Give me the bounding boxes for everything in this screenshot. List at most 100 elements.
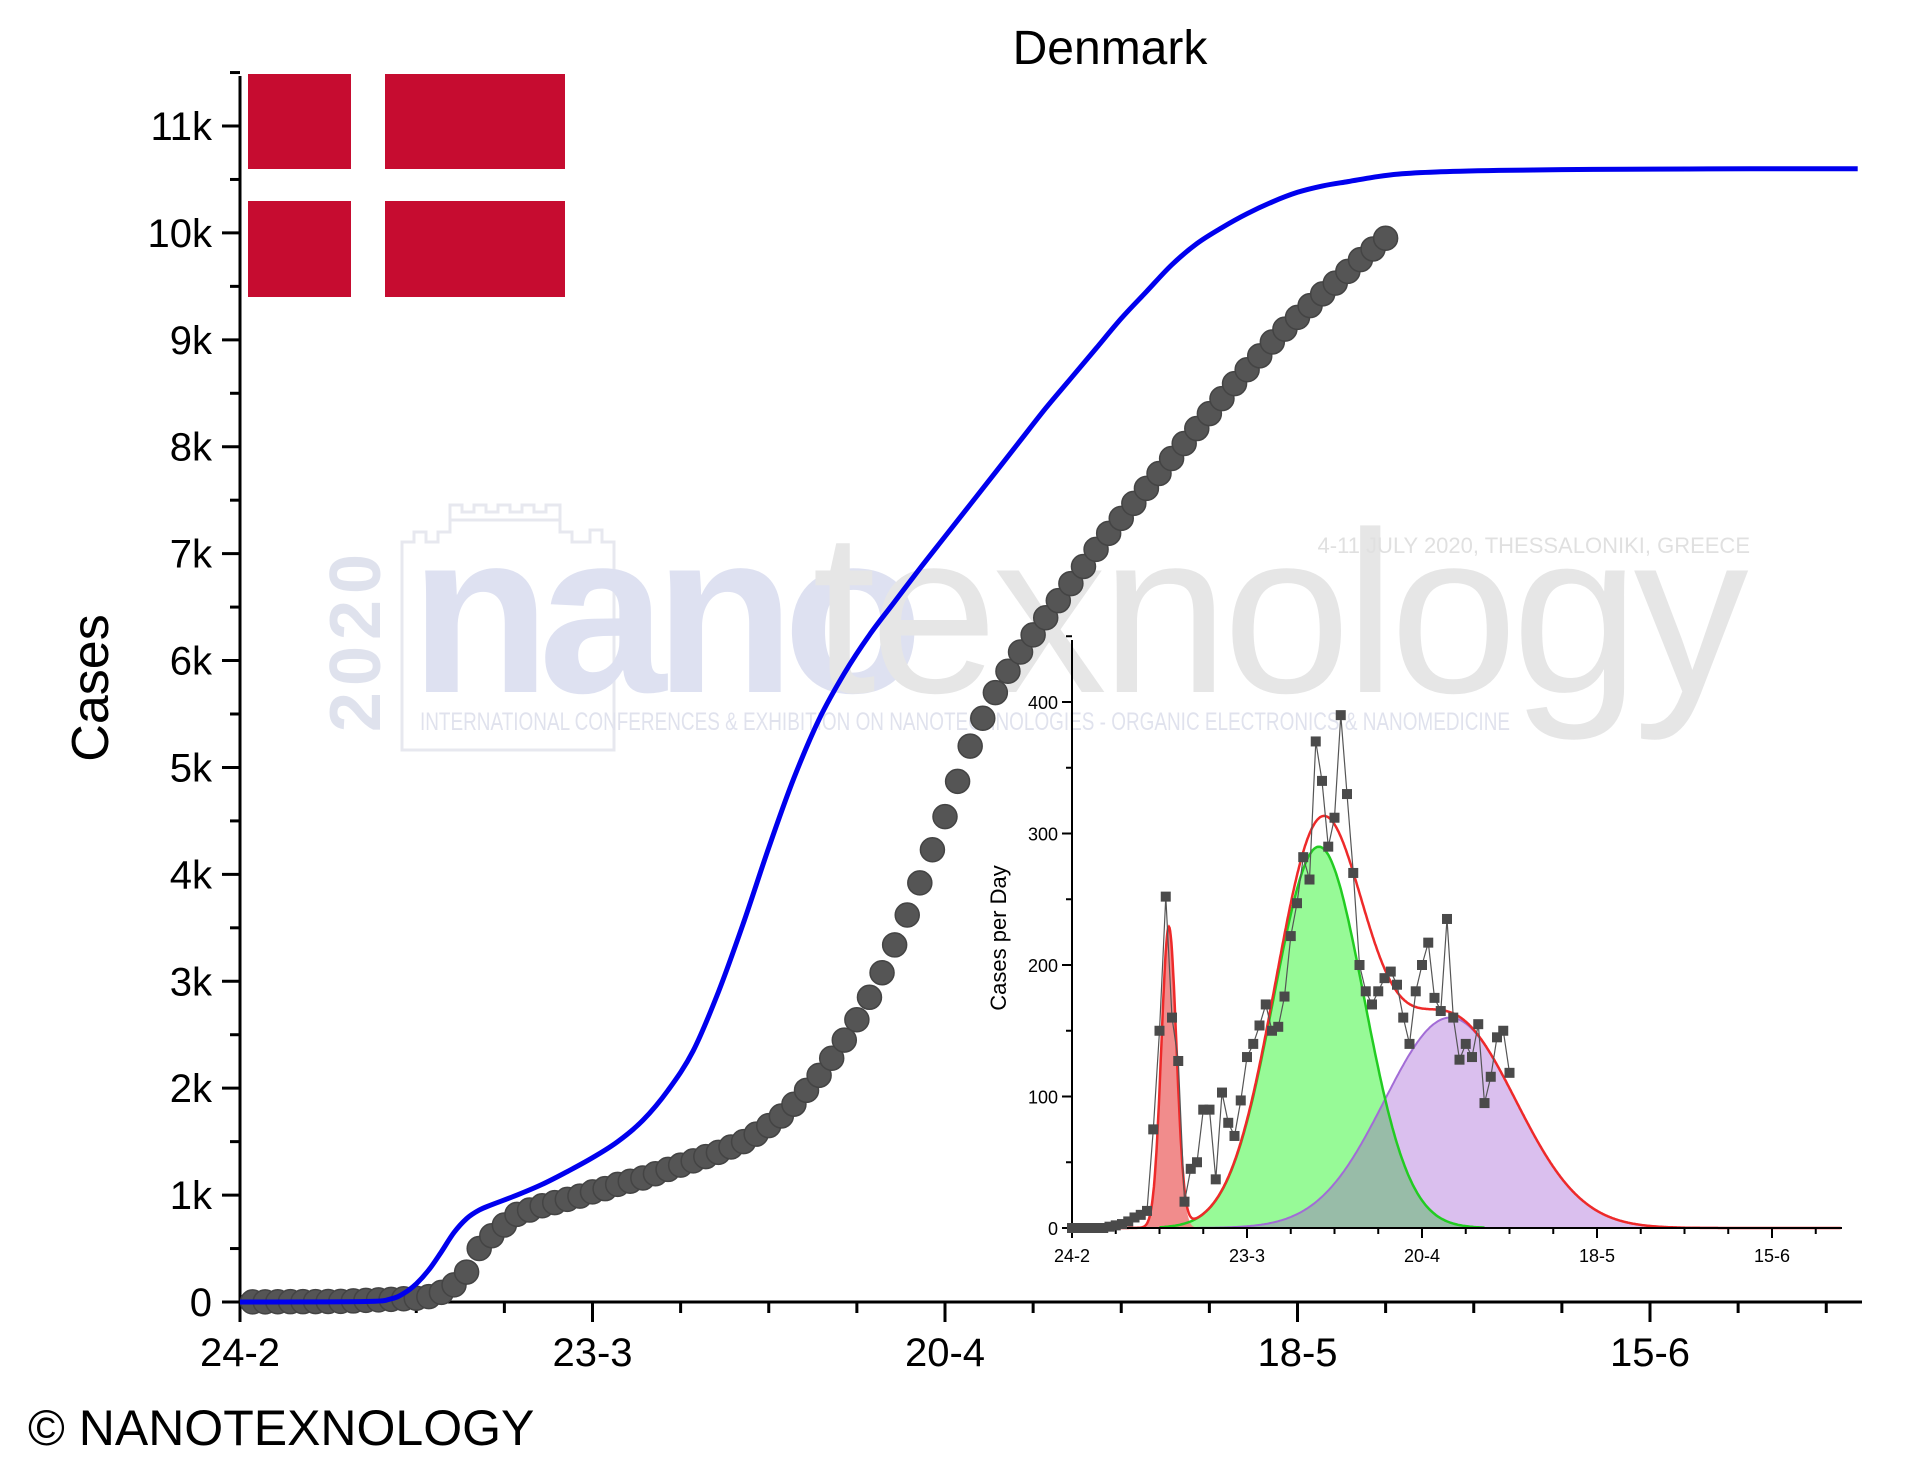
inset-daily-point	[1210, 1174, 1221, 1185]
flag-cross-horizontal	[248, 169, 565, 201]
inset-daily-point	[1229, 1130, 1240, 1141]
inset-daily-point	[1504, 1067, 1515, 1078]
inset-daily-point	[1429, 992, 1440, 1003]
inset-daily-point	[1285, 931, 1296, 942]
watermark-tagline: 4-11 JULY 2020, THESSALONIKI, GREECE	[1318, 533, 1750, 558]
inset-daily-point	[1254, 1020, 1265, 1031]
inset-daily-point	[1392, 979, 1402, 990]
data-point	[932, 803, 958, 830]
inset-daily-point	[1117, 1219, 1127, 1230]
inset-daily-point	[1348, 867, 1359, 878]
inset-daily-point	[1267, 1025, 1277, 1036]
peak-3-area	[1072, 1017, 1841, 1228]
inset-daily-point	[1460, 1038, 1471, 1049]
inset-daily-point	[1092, 1223, 1102, 1233]
inset-x-tick-label: 20-4	[1404, 1246, 1440, 1266]
inset-daily-point	[1417, 960, 1427, 970]
inset-daily-point	[1142, 1205, 1152, 1216]
inset-daily-point	[1129, 1212, 1140, 1223]
inset-chart: Cases per Day 24-2 23-3 20-4 18-5 15-6 0 100 20…	[986, 635, 1842, 1266]
watermark-year: 2020	[316, 548, 396, 732]
y-tick-label: 3k	[170, 960, 213, 1004]
data-point	[453, 1259, 480, 1285]
data-point	[844, 1007, 870, 1033]
inset-daily-point	[1498, 1025, 1509, 1036]
watermark-brand-texnology: texnology	[812, 484, 1749, 741]
inset-x-tick-label: 18-5	[1579, 1246, 1615, 1266]
inset-daily-point	[1448, 1012, 1459, 1023]
inset-y-tick-label: 300	[1028, 825, 1058, 845]
inset-daily-point	[1404, 1038, 1415, 1049]
data-point	[818, 1045, 845, 1071]
inset-daily-point	[1335, 710, 1346, 721]
x-tick-label: 15-6	[1610, 1331, 1690, 1375]
inset-daily-point	[1160, 891, 1171, 902]
inset-daily-point	[1179, 1196, 1190, 1207]
data-point	[869, 959, 895, 986]
main-axes: 24-2 23-3 20-4 18-5 15-6 0 1k 2k 3k 4k 5k 6k 7k 8k 9k 1…	[148, 71, 1862, 1375]
inset-daily-point	[1104, 1221, 1115, 1232]
inset-daily-point	[1385, 966, 1396, 977]
y-tick-label: 6k	[170, 640, 213, 684]
inset-daily-point	[1079, 1223, 1090, 1233]
inset-daily-point	[1473, 1019, 1484, 1030]
data-point	[1007, 639, 1034, 665]
inset-daily-point	[1260, 999, 1271, 1010]
inset-daily-point	[1354, 960, 1365, 970]
inset-daily-point	[1292, 898, 1302, 909]
inset-daily-point	[1173, 1055, 1184, 1066]
data-point	[1032, 605, 1059, 631]
inset-x-tick-label: 23-3	[1229, 1246, 1265, 1266]
copyright-text: © NANOTEXNOLOGY	[28, 1400, 535, 1456]
inset-daily-point	[1279, 991, 1290, 1002]
inset-daily-point	[1310, 736, 1321, 747]
inset-daily-point	[1367, 999, 1377, 1010]
inset-daily-point	[1323, 841, 1334, 852]
data-point	[919, 837, 946, 863]
inset-daily-point	[1098, 1223, 1109, 1233]
inset-daily-point	[1398, 1012, 1409, 1023]
y-tick-label: 1k	[170, 1174, 213, 1218]
y-tick-label: 0	[190, 1281, 212, 1325]
inset-axes: 24-2 23-3 20-4 18-5 15-6 0 100 200 300 400	[1028, 635, 1842, 1266]
inset-daily-point	[1217, 1087, 1227, 1098]
peaks-overlap-area	[1197, 1100, 1572, 1228]
data-point	[957, 733, 983, 759]
data-point	[1020, 622, 1046, 648]
inset-y-tick-label: 400	[1028, 693, 1058, 713]
inset-daily-point	[1317, 775, 1327, 786]
data-point	[894, 902, 920, 928]
inset-y-tick-label: 200	[1028, 956, 1058, 976]
peak-2-area	[1072, 846, 1841, 1228]
inset-daily-point	[1154, 1025, 1165, 1036]
data-point	[1372, 225, 1399, 252]
watermark: 2020 nano texnology 4-11 JULY 2020, THES…	[316, 484, 1755, 752]
y-tick-label: 4k	[170, 853, 213, 897]
inset-daily-point	[1298, 852, 1309, 863]
data-point	[970, 705, 996, 732]
inset-daily-point	[1123, 1216, 1134, 1227]
x-tick-label: 23-3	[552, 1331, 632, 1375]
inset-daily-point	[1304, 874, 1315, 885]
inset-daily-data	[1067, 710, 1515, 1233]
inset-x-tick-label: 24-2	[1054, 1246, 1090, 1266]
data-point	[831, 1027, 858, 1053]
inset-daily-point	[1204, 1104, 1215, 1115]
inset-daily-point	[1135, 1209, 1146, 1220]
peak-1-area	[1122, 928, 1222, 1228]
x-tick-label: 18-5	[1257, 1331, 1337, 1375]
y-tick-label: 5k	[170, 746, 213, 790]
y-tick-label: 11k	[150, 105, 213, 149]
inset-daily-point	[1067, 1223, 1077, 1233]
inset-daily-point	[1329, 812, 1340, 823]
inset-daily-point	[1373, 986, 1384, 997]
y-tick-label: 8k	[170, 426, 213, 470]
inset-daily-point	[1485, 1071, 1496, 1082]
data-point	[907, 870, 933, 896]
y-tick-label: 10k	[148, 212, 213, 256]
inset-daily-point	[1192, 1157, 1202, 1168]
inset-daily-point	[1410, 986, 1421, 997]
inset-y-axis-label: Cases per Day	[986, 865, 1011, 1011]
inset-daily-point	[1242, 1052, 1252, 1063]
